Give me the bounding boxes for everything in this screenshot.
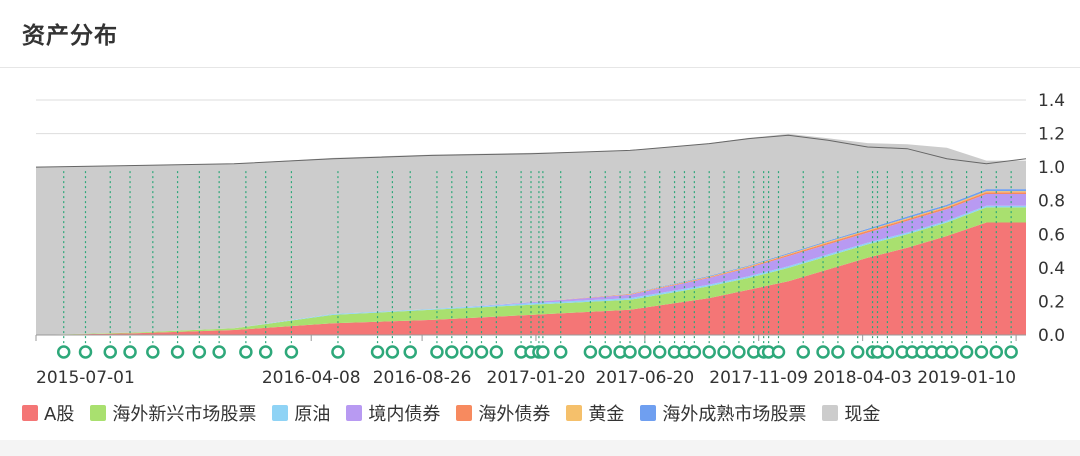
rebalance-marker xyxy=(831,345,845,359)
rebalance-marker xyxy=(945,345,959,359)
legend-swatch xyxy=(822,405,839,421)
rebalance-marker xyxy=(239,345,253,359)
chart-legend: A股 海外新兴市场股票 原油 境内债券 海外债券 黄金 海外成熟市场股票 现金 xyxy=(22,398,896,428)
y-tick-label: 1.0 xyxy=(1038,158,1065,178)
legend-label: 海外债券 xyxy=(478,404,551,425)
panel-title: 资产分布 xyxy=(22,23,118,49)
legend-item[interactable]: 境内债券 xyxy=(346,400,440,426)
rebalance-marker xyxy=(989,345,1004,359)
rebalance-marker xyxy=(370,345,385,359)
x-tick-label: 2017-06-20 xyxy=(595,368,694,388)
y-tick-label: 1.4 xyxy=(1038,91,1065,111)
rebalance-marker xyxy=(1004,345,1018,359)
y-tick-label: 0.0 xyxy=(1038,326,1065,346)
rebalance-marker xyxy=(474,345,489,359)
rebalance-marker xyxy=(258,345,273,359)
legend-item[interactable]: 现金 xyxy=(822,400,880,426)
rebalance-marker xyxy=(717,345,731,359)
legend-item[interactable]: A股 xyxy=(22,400,74,426)
rebalance-marker xyxy=(623,345,637,359)
legend-label: 海外成熟市场股票 xyxy=(662,404,807,425)
legend-swatch xyxy=(90,405,107,421)
y-tick-label: 0.4 xyxy=(1038,259,1065,279)
rebalance-marker xyxy=(974,345,989,359)
asset-distribution-chart: 0.0 0.2 0.4 0.6 0.8 1.0 1.2 1.4 2015-07-01 2016-0… xyxy=(35,91,1065,388)
rebalance-marker xyxy=(123,345,137,359)
rebalance-marker xyxy=(796,345,810,359)
legend-item[interactable]: 海外成熟市场股票 xyxy=(640,400,806,426)
x-tick-label: 2017-11-09 xyxy=(709,368,808,388)
y-tick-label: 0.6 xyxy=(1038,225,1065,245)
legend-label: 海外新兴市场股票 xyxy=(112,404,257,425)
x-tick-label: 2016-08-26 xyxy=(373,368,472,388)
rebalance-marker xyxy=(652,345,667,359)
legend-swatch xyxy=(272,405,289,421)
total-line xyxy=(35,134,1027,168)
rebalance-marker xyxy=(553,345,568,359)
x-tick-label: 2019-01-10 xyxy=(917,368,1016,388)
rebalance-marker xyxy=(959,345,974,359)
y-tick-label: 1.2 xyxy=(1038,125,1065,145)
rebalance-marker xyxy=(284,345,299,359)
rebalance-marker xyxy=(56,345,71,359)
rebalance-marker xyxy=(170,345,185,359)
legend-label: 黄金 xyxy=(588,404,625,425)
legend-item[interactable]: 海外债券 xyxy=(456,400,550,426)
legend-swatch xyxy=(566,405,583,421)
rebalance-marker xyxy=(78,345,93,359)
legend-label: 原油 xyxy=(294,404,331,425)
rebalance-marker xyxy=(583,345,598,359)
x-tick-label: 2015-07-01 xyxy=(36,368,135,388)
rebalance-marker xyxy=(638,345,652,359)
rebalance-marker xyxy=(880,345,895,359)
legend-label: A股 xyxy=(44,404,75,425)
footer-band xyxy=(0,440,1080,456)
panel-header: 资产分布 xyxy=(0,0,1080,68)
legend-item[interactable]: 黄金 xyxy=(566,400,624,426)
y-tick-label: 0.2 xyxy=(1038,292,1065,312)
rebalance-marker xyxy=(816,345,830,359)
area-series-7 xyxy=(36,133,1026,335)
rebalance-marker xyxy=(103,345,117,359)
legend-item[interactable]: 海外新兴市场股票 xyxy=(90,400,256,426)
rebalance-marker xyxy=(687,345,702,359)
legend-swatch xyxy=(640,405,657,421)
rebalance-marker xyxy=(212,345,226,359)
rebalance-marker xyxy=(598,345,612,359)
legend-item[interactable]: 原油 xyxy=(272,400,330,426)
area-series-1 xyxy=(36,207,1026,335)
rebalance-marker xyxy=(702,345,716,359)
rebalance-marker xyxy=(489,345,504,359)
rebalance-marker xyxy=(385,345,400,359)
rebalance-marker xyxy=(192,345,207,359)
rebalance-marker xyxy=(331,345,345,359)
rebalance-marker xyxy=(403,345,417,359)
legend-swatch xyxy=(22,405,38,421)
legend-label: 现金 xyxy=(844,404,881,425)
y-tick-label: 0.8 xyxy=(1038,192,1065,212)
rebalance-marker xyxy=(771,345,786,359)
rebalance-marker xyxy=(732,345,746,359)
rebalance-marker xyxy=(536,345,550,359)
legend-label: 境内债券 xyxy=(368,404,441,425)
x-tick-label: 2018-04-03 xyxy=(813,368,912,388)
x-tick-label: 2016-04-08 xyxy=(262,368,361,388)
legend-swatch xyxy=(456,405,473,421)
legend-swatch xyxy=(346,405,363,421)
rebalance-marker xyxy=(430,345,444,359)
x-tick-label: 2017-01-20 xyxy=(487,368,586,388)
rebalance-marker xyxy=(459,345,474,359)
rebalance-marker xyxy=(850,345,865,359)
rebalance-marker xyxy=(445,345,459,359)
rebalance-marker xyxy=(146,345,160,359)
